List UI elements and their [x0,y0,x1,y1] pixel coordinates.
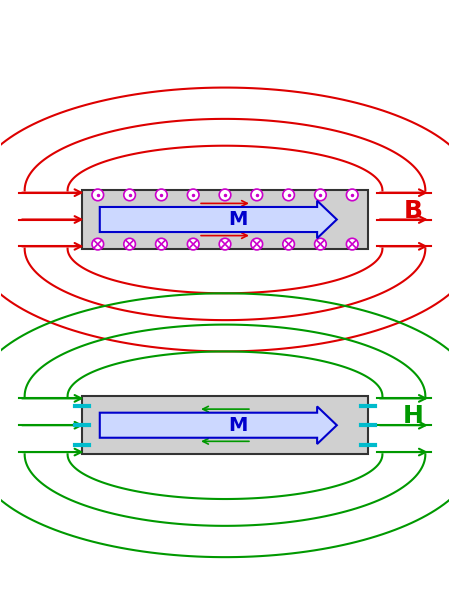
Circle shape [283,238,294,250]
Circle shape [187,238,199,250]
Text: M: M [229,416,248,435]
Circle shape [283,189,294,201]
FancyArrow shape [100,201,337,238]
Circle shape [124,189,135,201]
Circle shape [315,189,326,201]
Text: H: H [402,404,423,428]
FancyArrow shape [100,406,337,444]
Circle shape [156,238,167,250]
Circle shape [346,189,358,201]
Circle shape [187,189,199,201]
Circle shape [92,189,104,201]
Circle shape [124,238,135,250]
Circle shape [315,238,326,250]
Bar [82,396,368,454]
Circle shape [219,189,231,201]
Circle shape [156,189,167,201]
Circle shape [219,238,231,250]
Text: M: M [229,210,248,229]
Text: B: B [403,199,423,223]
Circle shape [346,238,358,250]
Circle shape [92,238,104,250]
Circle shape [251,238,263,250]
Circle shape [251,189,263,201]
Bar [82,190,368,248]
